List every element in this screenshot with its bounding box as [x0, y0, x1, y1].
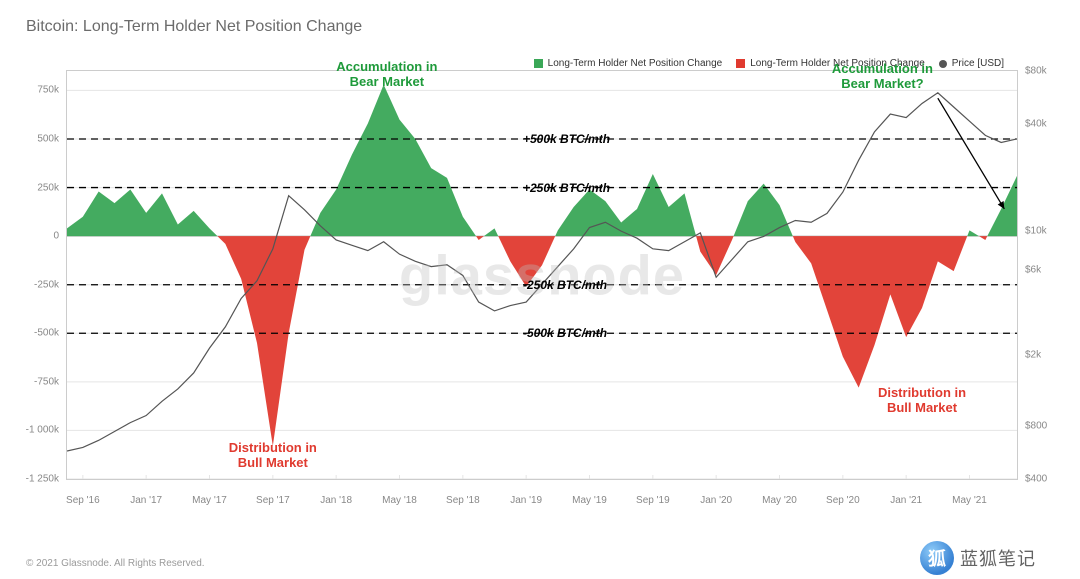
x-tick-label: May '21: [952, 495, 987, 506]
legend-neg-label: Long-Term Holder Net Position Change: [750, 58, 925, 69]
y2-tick-label: $80k: [1025, 66, 1047, 77]
chart-svg: [67, 71, 1017, 479]
x-tick-label: Sep '20: [826, 495, 860, 506]
chart-plot-area: -1 250k-1 000k-750k-500k-250k0250k500k75…: [66, 70, 1018, 480]
y1-tick-label: 0: [53, 231, 59, 242]
chart-legend: Long-Term Holder Net Position Change Lon…: [534, 58, 1004, 69]
x-tick-label: May '20: [762, 495, 797, 506]
y2-tick-label: $40k: [1025, 119, 1047, 130]
legend-neg: Long-Term Holder Net Position Change: [736, 58, 925, 69]
legend-pos-label: Long-Term Holder Net Position Change: [548, 58, 723, 69]
y2-tick-label: $400: [1025, 474, 1047, 485]
x-tick-label: Sep '19: [636, 495, 670, 506]
x-tick-label: Jan '18: [320, 495, 352, 506]
x-tick-label: Jan '21: [890, 495, 922, 506]
arrow-annotation: [938, 98, 1005, 209]
external-watermark-text: 蓝狐笔记: [960, 545, 1036, 571]
y2-tick-label: $2k: [1025, 350, 1041, 361]
y1-tick-label: -250k: [34, 279, 59, 290]
y2-tick-label: $800: [1025, 420, 1047, 431]
legend-price-label: Price [USD]: [952, 58, 1004, 69]
y1-tick-label: -500k: [34, 328, 59, 339]
legend-pos-swatch: [534, 59, 543, 68]
y1-tick-label: 500k: [37, 134, 59, 145]
y1-tick-label: 750k: [37, 85, 59, 96]
y2-axis-labels: $400$800$2k$6k$10k$40k$80k: [1019, 71, 1059, 479]
y1-tick-label: -750k: [34, 376, 59, 387]
y1-axis-labels: -1 250k-1 000k-750k-500k-250k0250k500k75…: [21, 71, 65, 479]
legend-price-swatch: [939, 60, 947, 68]
x-tick-label: Jan '20: [700, 495, 732, 506]
x-tick-label: Sep '17: [256, 495, 290, 506]
external-watermark: 狐 蓝狐笔记: [920, 541, 1036, 575]
x-tick-label: May '17: [192, 495, 227, 506]
legend-neg-swatch: [736, 59, 745, 68]
y2-tick-label: $10k: [1025, 226, 1047, 237]
x-tick-label: May '19: [572, 495, 607, 506]
x-tick-label: Jan '19: [510, 495, 542, 506]
legend-price: Price [USD]: [939, 58, 1004, 69]
x-tick-label: Jan '17: [130, 495, 162, 506]
x-tick-label: Sep '16: [66, 495, 100, 506]
y1-tick-label: 250k: [37, 182, 59, 193]
y1-tick-label: -1 250k: [26, 474, 59, 485]
x-tick-label: Sep '18: [446, 495, 480, 506]
external-watermark-logo-icon: 狐: [920, 541, 954, 575]
x-tick-label: May '18: [382, 495, 417, 506]
legend-pos: Long-Term Holder Net Position Change: [534, 58, 723, 69]
y2-tick-label: $6k: [1025, 265, 1041, 276]
y1-tick-label: -1 000k: [26, 425, 59, 436]
chart-title: Bitcoin: Long-Term Holder Net Position C…: [26, 18, 1054, 36]
copyright-footer: © 2021 Glassnode. All Rights Reserved.: [26, 558, 205, 569]
